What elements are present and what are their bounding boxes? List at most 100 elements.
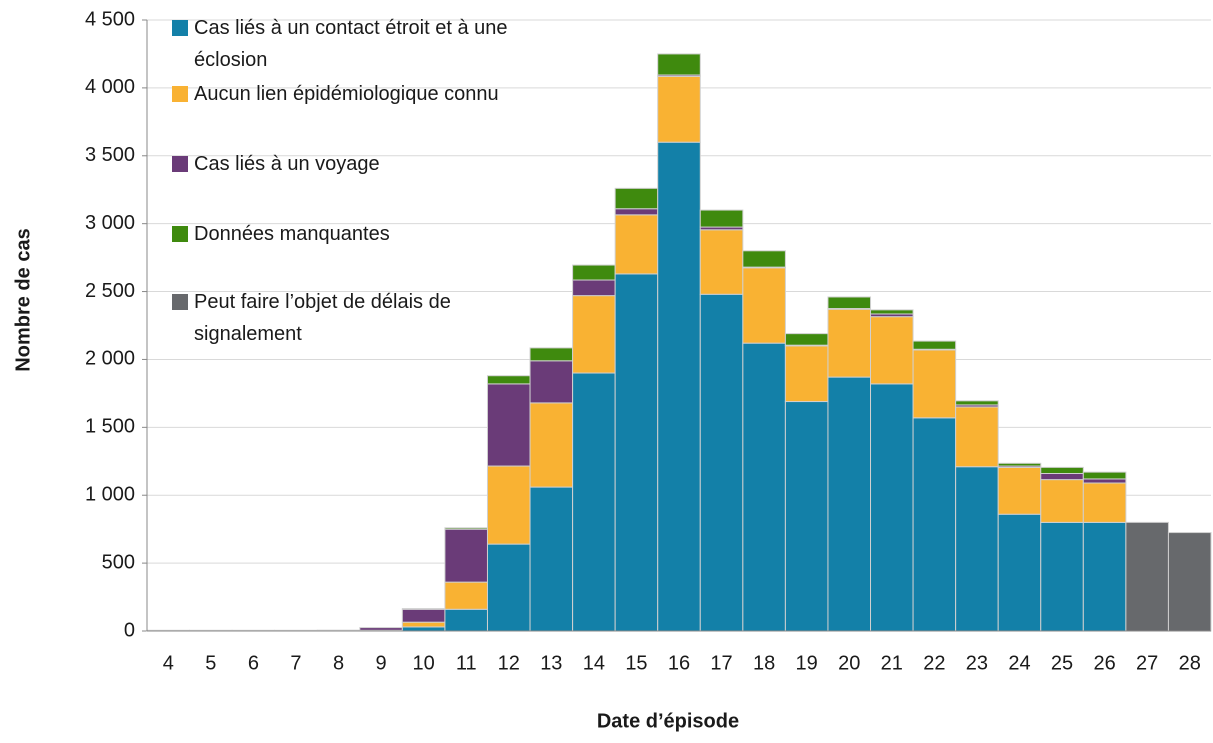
x-tick-label: 6 bbox=[248, 652, 259, 674]
x-tick-label: 23 bbox=[966, 652, 988, 674]
bar-segment bbox=[912, 349, 957, 419]
x-tick-label: 7 bbox=[290, 652, 301, 674]
bar-segment bbox=[401, 608, 446, 610]
bar-segment bbox=[572, 264, 616, 281]
bar-segment bbox=[870, 309, 914, 315]
y-tick-label: 1 500 bbox=[85, 416, 135, 438]
bar-segment bbox=[444, 608, 488, 632]
bar-segment bbox=[997, 466, 1042, 515]
bar-segment bbox=[444, 581, 488, 610]
bar-segment bbox=[572, 372, 616, 632]
bar-segment bbox=[955, 400, 999, 406]
x-tick-label: 19 bbox=[796, 652, 818, 674]
bar-segment bbox=[955, 466, 999, 632]
bar-segment bbox=[1082, 521, 1127, 632]
bar-segment bbox=[1040, 466, 1084, 474]
bar-segment bbox=[486, 543, 531, 632]
bar-segment bbox=[529, 360, 574, 404]
bar-segment bbox=[529, 486, 574, 632]
x-tick-label: 18 bbox=[753, 652, 775, 674]
bar-segment bbox=[1040, 521, 1084, 632]
x-tick-label: 22 bbox=[923, 652, 945, 674]
bar-segment bbox=[912, 417, 957, 632]
legend-label: Peut faire l’objet de délais de signalem… bbox=[194, 291, 451, 345]
bar-segment bbox=[784, 345, 829, 403]
bar-segment bbox=[784, 333, 829, 346]
bar-segment bbox=[1167, 532, 1212, 632]
bar-segment bbox=[572, 295, 616, 374]
bar-segment bbox=[912, 340, 957, 350]
x-tick-label: 10 bbox=[413, 652, 435, 674]
bar-segment bbox=[1125, 521, 1169, 632]
bar-segment bbox=[572, 279, 616, 297]
x-tick-label: 8 bbox=[333, 652, 344, 674]
legend-label: Données manquantes bbox=[194, 223, 390, 245]
bar-segment bbox=[401, 608, 446, 623]
x-tick-label: 11 bbox=[456, 652, 477, 674]
bar-segment bbox=[657, 141, 701, 632]
legend-label: Aucun lien épidémiologique connu bbox=[194, 83, 499, 105]
bar-segment bbox=[870, 316, 914, 385]
bar-segment bbox=[827, 376, 872, 632]
bar-segment bbox=[742, 250, 786, 268]
y-axis-label: Nombre de cas bbox=[12, 228, 34, 371]
bar-segment bbox=[529, 402, 574, 488]
bar-segment bbox=[401, 626, 446, 632]
legend-label: Cas liés à un contact étroit et à une éc… bbox=[194, 17, 508, 71]
bar-segment bbox=[955, 406, 999, 468]
y-tick-label: 4 000 bbox=[85, 76, 135, 98]
y-tick-label: 500 bbox=[102, 551, 135, 573]
legend-swatch bbox=[172, 226, 188, 242]
x-tick-label: 9 bbox=[376, 652, 387, 674]
y-tick-label: 2 000 bbox=[85, 348, 135, 370]
x-tick-label: 26 bbox=[1093, 652, 1115, 674]
bar-segment bbox=[614, 187, 659, 210]
legend-label: Cas liés à un voyage bbox=[194, 153, 380, 175]
y-tick-label: 0 bbox=[124, 619, 135, 641]
x-axis-label: Date d’épisode bbox=[597, 710, 739, 732]
x-tick-label: 21 bbox=[881, 652, 903, 674]
bar-segment bbox=[486, 383, 531, 467]
bar-segment bbox=[997, 513, 1042, 632]
legend-swatch bbox=[172, 156, 188, 172]
bar-segment bbox=[444, 528, 488, 583]
bar-segment bbox=[529, 347, 574, 362]
bar-segment bbox=[1082, 471, 1127, 480]
bar-segment bbox=[1040, 479, 1084, 523]
bar-segment bbox=[742, 267, 786, 344]
bar-segment bbox=[827, 308, 872, 378]
x-tick-label: 4 bbox=[163, 652, 174, 674]
bar-segment bbox=[1040, 472, 1084, 481]
legend-swatch bbox=[172, 86, 188, 102]
x-tick-label: 13 bbox=[540, 652, 562, 674]
x-tick-label: 20 bbox=[838, 652, 860, 674]
bar-segment bbox=[699, 209, 744, 228]
bar-segment bbox=[486, 465, 531, 545]
x-tick-label: 25 bbox=[1051, 652, 1073, 674]
bar-segment bbox=[870, 383, 914, 632]
bar-segment bbox=[614, 208, 659, 216]
x-tick-label: 16 bbox=[668, 652, 690, 674]
legend-swatch bbox=[172, 20, 188, 36]
bar-segment bbox=[784, 401, 829, 632]
x-tick-label: 28 bbox=[1179, 652, 1201, 674]
x-tick-label: 5 bbox=[205, 652, 216, 674]
bar-segment bbox=[359, 627, 403, 631]
bar-segment bbox=[1082, 482, 1127, 523]
bar-segment bbox=[827, 296, 872, 310]
legend-item: Cas liés à un contact étroit et à une éc… bbox=[172, 12, 532, 76]
bar-segment bbox=[657, 53, 701, 76]
legend-item: Cas liés à un voyage bbox=[172, 148, 532, 180]
bar-segment bbox=[444, 527, 488, 530]
y-tick-label: 1 000 bbox=[85, 484, 135, 506]
legend-item: Données manquantes bbox=[172, 218, 532, 250]
bar-segment bbox=[614, 273, 659, 632]
bar-segment bbox=[699, 229, 744, 295]
y-tick-label: 3 500 bbox=[85, 144, 135, 166]
x-tick-label: 12 bbox=[498, 652, 520, 674]
bar-segment bbox=[657, 75, 701, 143]
legend-item: Aucun lien épidémiologique connu bbox=[172, 78, 532, 110]
legend-item: Peut faire l’objet de délais de signalem… bbox=[172, 286, 532, 350]
